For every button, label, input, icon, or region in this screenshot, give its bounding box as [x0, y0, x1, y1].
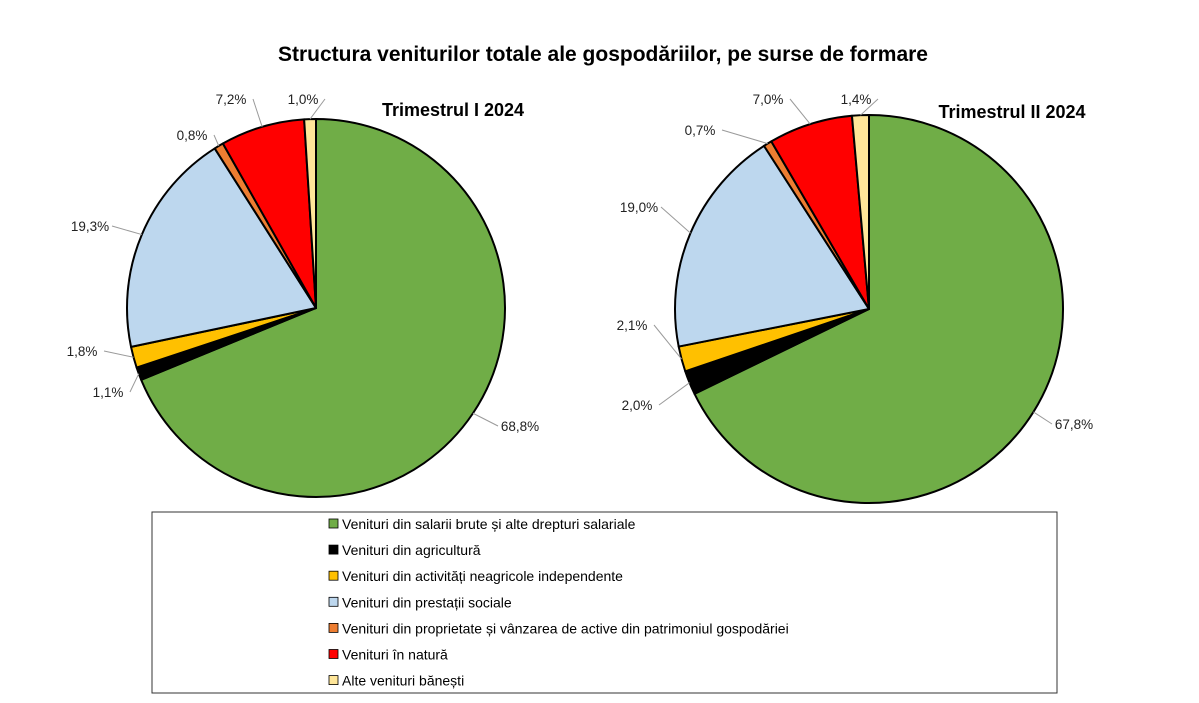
legend-label-2: Venituri din agricultură	[342, 542, 481, 558]
leader-line-2	[129, 373, 140, 393]
leader-line-3	[653, 324, 682, 360]
legend-label-1: Venituri din salarii brute și alte drept…	[342, 516, 636, 532]
data-label-7: 1,4%	[841, 92, 872, 107]
data-label-5: 0,8%	[177, 128, 208, 143]
data-label-1: 68,8%	[501, 419, 539, 434]
pie-slice-1	[693, 114, 1064, 504]
data-label-4: 19,3%	[71, 219, 109, 234]
data-label-3: 1,8%	[67, 344, 98, 359]
legend-swatch-1	[328, 518, 339, 529]
legend-swatch-3	[328, 570, 339, 581]
data-label-5: 0,7%	[685, 123, 716, 138]
leader-line-5	[213, 134, 220, 147]
pie-slice-1	[140, 118, 506, 498]
leader-line-4	[660, 206, 691, 234]
leader-line-6	[252, 98, 263, 127]
leader-line-2	[658, 382, 690, 406]
pie-chart-q1: 68,8% 1,1% 1,8% 19,3% 0,8% 7,2% 1,0%	[67, 92, 539, 498]
data-label-3: 2,1%	[617, 318, 648, 333]
legend: Venituri din salarii brute și alte drept…	[151, 511, 1058, 694]
pie-chart-q2: 67,8% 2,0% 2,1% 19,0% 0,7% 7,0% 1,4%	[617, 92, 1093, 504]
legend-swatch-5	[328, 623, 339, 633]
data-label-6: 7,2%	[216, 92, 247, 107]
pie2-subtitle: Trimestrul II 2024	[938, 102, 1085, 122]
data-label-4: 19,0%	[620, 200, 658, 215]
legend-box	[151, 511, 1058, 694]
pie-slice-4	[126, 147, 317, 348]
legend-label-4: Venituri din prestații sociale	[342, 594, 512, 610]
leader-line-7	[860, 98, 879, 116]
leader-line-7	[309, 98, 326, 120]
legend-label-6: Venituri în natură	[342, 647, 448, 663]
chart-title: Structura veniturilor totale ale gospodă…	[278, 43, 928, 66]
leader-line-1	[472, 412, 499, 427]
leader-line-6	[789, 98, 811, 125]
data-label-1: 67,8%	[1055, 417, 1093, 432]
data-label-6: 7,0%	[753, 92, 784, 107]
legend-swatch-4	[328, 596, 339, 607]
leader-line-3	[103, 350, 134, 358]
legend-label-3: Venituri din activități neagricole indep…	[342, 568, 623, 584]
legend-swatch-7	[328, 675, 339, 685]
leader-line-5	[721, 129, 768, 145]
data-label-7: 1,0%	[288, 92, 319, 107]
legend-swatch-2	[328, 544, 339, 555]
leader-line-4	[111, 225, 142, 236]
legend-swatch-6	[328, 649, 339, 659]
data-label-2: 1,1%	[93, 385, 124, 400]
legend-label-5: Venituri din proprietate și vânzarea de …	[342, 620, 789, 636]
pie1-subtitle: Trimestrul I 2024	[382, 100, 524, 120]
leader-line-1	[1033, 411, 1053, 425]
data-label-2: 2,0%	[622, 398, 653, 413]
legend-label-7: Alte venituri bănești	[342, 673, 464, 689]
